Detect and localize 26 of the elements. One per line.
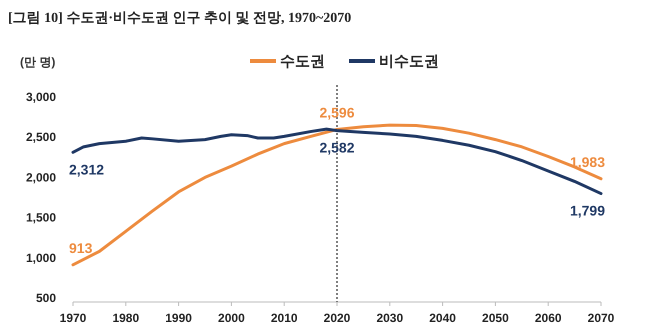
y-axis-title: (만 명) [20,55,56,69]
chart-title: [그림 10] 수도권·비수도권 인구 추이 및 전망, 1970~2070 [8,11,352,26]
y-tick-label: 3,000 [26,90,56,104]
y-tick-label: 2,500 [26,130,56,144]
y-tick-label: 500 [36,291,56,305]
x-tick-label: 2010 [270,311,298,325]
y-tick-label: 2,000 [26,170,56,184]
data-label: 913 [69,240,93,256]
x-tick-label: 2060 [534,311,562,325]
x-tick-label: 2070 [588,311,615,325]
x-tick-label: 2050 [482,311,510,325]
x-tick-label: 1990 [165,311,192,325]
y-tick-label: 1,500 [26,210,56,225]
x-tick-label: 2030 [376,311,404,325]
y-tick-label: 1,000 [26,250,56,265]
x-tick-label: 2000 [218,311,246,325]
data-label: 1,799 [570,202,606,219]
data-label: 2,312 [69,161,104,178]
data-label: 2,596 [319,104,355,120]
data-label: 2,582 [319,140,355,156]
x-tick-label: 1970 [60,311,87,325]
x-tick-label: 1980 [112,311,140,325]
x-tick-label: 2020 [324,311,351,325]
x-tick-label: 2040 [429,311,456,325]
legend-label: 수도권 [280,53,325,70]
legend-label: 비수도권 [379,53,439,70]
